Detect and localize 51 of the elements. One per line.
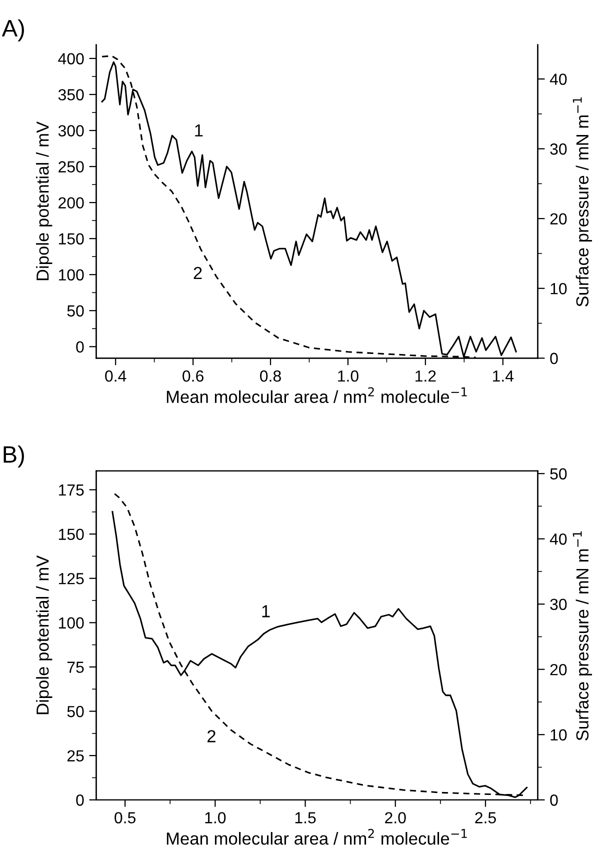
x-tick-label: 1.2	[416, 370, 436, 382]
y2-tick-label: 0	[550, 794, 558, 806]
y-axis-title: Dipole potential / mV	[36, 555, 52, 714]
x-tick-label: 1.5	[295, 812, 316, 824]
y-tick-label: 0	[76, 794, 84, 806]
x-tick-label: 0.8	[260, 370, 281, 382]
y-tick-label: 175	[58, 484, 84, 496]
y-tick-label: 200	[58, 197, 84, 208]
y-tick-label: 350	[58, 89, 84, 100]
y2-tick-label: 10	[550, 729, 567, 741]
x-tick-label: 0.4	[105, 370, 126, 382]
y2-tick-label: 40	[550, 533, 567, 545]
y-tick-label: 400	[58, 53, 84, 64]
x-tick-label: 2.0	[385, 812, 406, 824]
y-tick-label: 25	[67, 750, 84, 762]
annotation: 1	[195, 124, 203, 136]
x-tick-label: 0.5	[114, 812, 136, 824]
chart-title: B)	[4, 446, 24, 468]
y-tick-label: 250	[58, 161, 84, 172]
y2-axis-title: Surface pressure / mN m$^{−1}$	[572, 97, 592, 306]
y-tick-label: 150	[58, 528, 84, 540]
x-axis-title: Mean molecular area / nm$^{2}$ molecule$^{−1}$	[166, 828, 467, 845]
y2-tick-label: 20	[550, 664, 567, 676]
y2-tick-label: 30	[550, 598, 567, 610]
y2-tick-label: 30	[550, 143, 567, 155]
y2-axis-title: Surface pressure / mN m$^{−1}$	[572, 531, 592, 740]
x-tick-label: 2.5	[475, 812, 496, 824]
annotation: 2	[194, 266, 202, 279]
x-tick-label: 1.4	[493, 370, 514, 382]
annotation: 2	[208, 730, 216, 742]
y-tick-label: 100	[58, 269, 84, 281]
y-tick-label: 50	[67, 706, 84, 718]
y2-tick-label: 40	[550, 74, 567, 85]
y-tick-label: 125	[58, 572, 84, 584]
y-tick-label: 150	[58, 233, 84, 245]
y2-tick-label: 50	[550, 468, 567, 480]
y-tick-label: 50	[67, 305, 84, 317]
x-tick-label: 1.0	[338, 370, 358, 382]
y-axis-title: Dipole potential / mV	[36, 121, 52, 280]
y-tick-label: 300	[58, 125, 84, 136]
chart-title: A)	[2, 19, 24, 42]
y-tick-label: 0	[76, 341, 84, 353]
y2-tick-label: 20	[550, 213, 567, 225]
y-tick-label: 100	[58, 617, 84, 629]
x-tick-label: 0.6	[182, 370, 204, 382]
y2-tick-label: 0	[550, 352, 558, 364]
annotation: 1	[262, 605, 270, 618]
y2-tick-label: 10	[550, 283, 567, 294]
y-tick-label: 75	[67, 662, 84, 673]
x-tick-label: 1.0	[205, 812, 226, 824]
x-axis-title: Mean molecular area / nm$^{2}$ molecule$^{−1}$	[166, 387, 467, 404]
